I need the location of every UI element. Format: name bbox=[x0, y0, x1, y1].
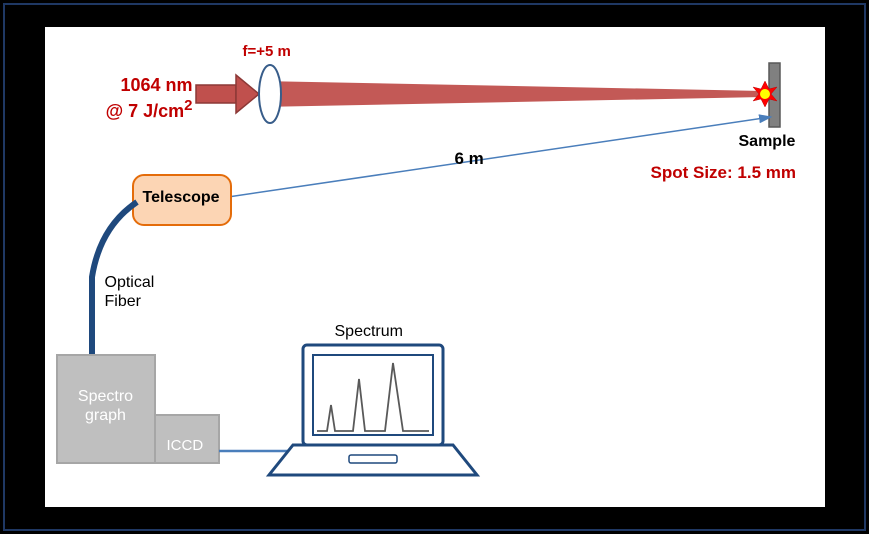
lens-icon bbox=[259, 65, 281, 123]
distance-label: 6 m bbox=[455, 149, 484, 169]
telescope-label: Telescope bbox=[143, 189, 220, 207]
laser-arrow-icon bbox=[196, 75, 259, 113]
laser-beam bbox=[260, 81, 765, 107]
spectrum-label: Spectrum bbox=[335, 323, 403, 341]
distance-line bbox=[228, 117, 771, 197]
spectrograph-label: Spectro graph bbox=[69, 387, 143, 425]
diagram-svg bbox=[45, 27, 825, 507]
optical-fiber-label: Optical Fiber bbox=[105, 273, 155, 311]
spot-size-label: Spot Size: 1.5 mm bbox=[651, 163, 796, 183]
diagram-canvas: 1064 nm @ 7 J/cm2 f=+5 m bbox=[45, 27, 825, 507]
iccd-label: ICCD bbox=[167, 437, 204, 454]
sample-label: Sample bbox=[739, 133, 796, 151]
laptop-icon bbox=[269, 345, 477, 475]
